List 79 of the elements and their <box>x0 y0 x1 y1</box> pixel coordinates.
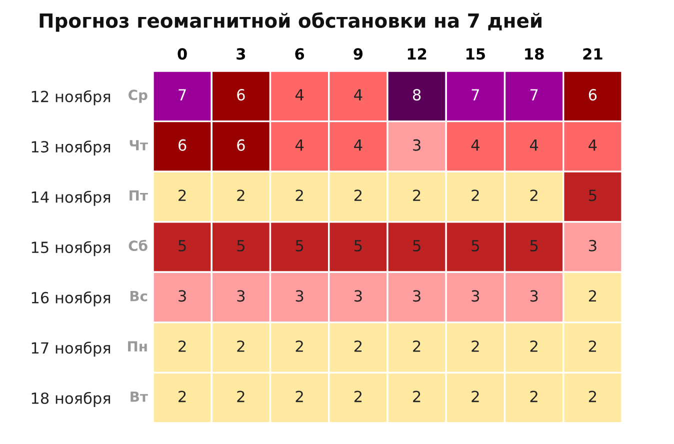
data-label: 3 <box>354 290 362 302</box>
data-label: 2 <box>354 390 362 402</box>
data-label: 2 <box>472 190 479 201</box>
data-label: 2 <box>296 390 303 402</box>
data-label: 3 <box>296 290 304 302</box>
data-label: 5 <box>354 240 362 252</box>
y-tick-label: 18 ноября <box>32 392 110 407</box>
y-tick-label: 14 ноября <box>32 190 110 206</box>
y-tick-label: 15 ноября <box>32 241 110 256</box>
data-label: 5 <box>530 240 538 252</box>
data-label: 4 <box>354 140 362 151</box>
data-label: 5 <box>296 240 304 252</box>
data-label: 6 <box>237 89 245 101</box>
x-tick-label: 3 <box>236 48 246 60</box>
data-label: 4 <box>530 140 538 151</box>
y-tick-label: 16 ноября <box>32 291 110 306</box>
data-label: 2 <box>413 190 420 201</box>
y-tick-label: 12 ноября <box>32 90 110 106</box>
data-label: 2 <box>237 390 244 402</box>
x-tick-label: 9 <box>354 48 363 60</box>
data-label: 2 <box>588 390 596 402</box>
data-label: 3 <box>530 290 538 302</box>
x-tick-label: 15 <box>466 48 485 60</box>
data-label: 5 <box>237 240 244 252</box>
x-tick-label: 6 <box>295 48 304 60</box>
data-label: 5 <box>413 240 420 252</box>
data-label: 3 <box>178 290 186 302</box>
data-label: 4 <box>471 140 480 151</box>
data-label: 2 <box>588 340 596 352</box>
x-tick-label: 0 <box>178 48 187 60</box>
y2-tick-label: Чт <box>130 140 148 150</box>
y2-tick-label: Сб <box>128 240 148 252</box>
data-label: 6 <box>178 139 186 151</box>
data-label: 3 <box>237 290 245 302</box>
data-label: 6 <box>588 89 597 101</box>
data-label: 7 <box>530 89 538 100</box>
data-label: 2 <box>413 340 420 352</box>
data-label: 3 <box>413 290 420 302</box>
data-label: 2 <box>354 340 362 352</box>
data-label: 4 <box>295 89 304 100</box>
data-label: 2 <box>237 190 244 201</box>
data-label: 2 <box>178 190 186 201</box>
y2-tick-label: Пт <box>130 190 148 201</box>
data-label: 2 <box>237 340 244 352</box>
data-label: 2 <box>178 390 186 402</box>
data-label: 2 <box>530 390 538 402</box>
x-tick-label: 18 <box>525 48 544 60</box>
data-label: 2 <box>178 340 186 352</box>
data-label: 7 <box>178 89 186 100</box>
data-label: 2 <box>472 390 479 402</box>
data-label: 4 <box>588 140 597 151</box>
data-label: 5 <box>589 190 596 202</box>
data-label: 2 <box>530 190 538 201</box>
data-label: 2 <box>413 390 420 402</box>
y-tick-label: 13 ноября <box>32 140 110 156</box>
y-tick-label: 17 ноября <box>32 342 110 357</box>
y2-tick-label: Вт <box>130 392 148 402</box>
y2-tick-label: Вс <box>130 290 148 302</box>
data-label: 8 <box>412 89 421 101</box>
data-label: 4 <box>354 89 362 100</box>
data-label: 2 <box>472 340 479 352</box>
data-label: 3 <box>472 290 480 302</box>
data-label: 7 <box>472 89 479 100</box>
x-tick-label: 21 <box>583 48 602 60</box>
data-label: 2 <box>296 340 303 352</box>
chart-title: Прогноз геомагнитной обстановки на 7 дней <box>40 12 542 32</box>
data-label: 2 <box>296 190 303 201</box>
data-label: 6 <box>237 139 245 151</box>
data-label: 2 <box>588 290 596 302</box>
data-label: 5 <box>178 240 186 252</box>
data-label: 2 <box>530 340 538 352</box>
x-tick-label: 12 <box>408 48 426 60</box>
data-label: 3 <box>588 240 596 252</box>
y2-tick-label: Ср <box>128 90 148 103</box>
data-label: 3 <box>413 139 420 151</box>
y2-tick-label: Пн <box>128 341 147 352</box>
data-label: 2 <box>354 190 362 201</box>
data-label: 4 <box>295 140 304 151</box>
data-label: 5 <box>472 240 479 252</box>
